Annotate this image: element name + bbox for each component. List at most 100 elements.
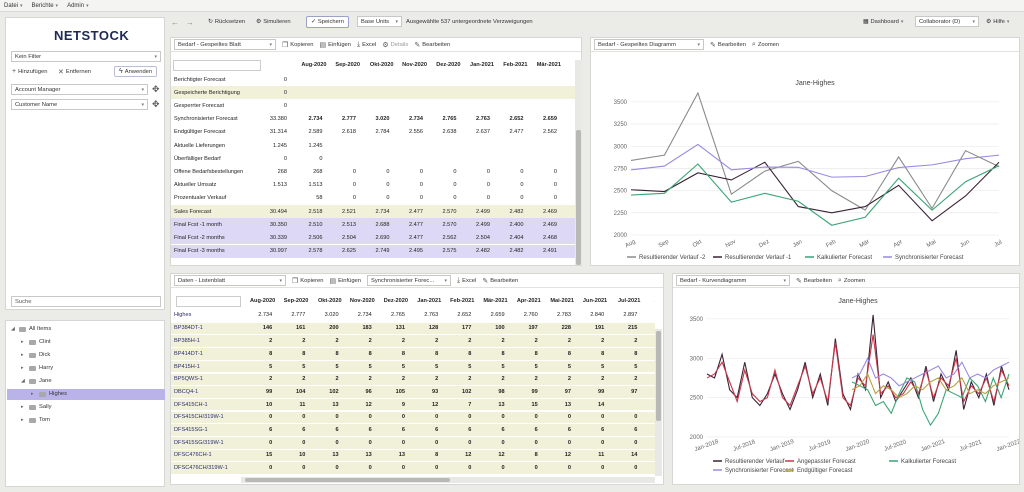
table-cell[interactable]: 102 <box>462 388 472 395</box>
table-cell[interactable]: 2.765 <box>442 116 457 123</box>
table-cell[interactable]: 2 <box>335 338 339 345</box>
forward-icon[interactable]: → <box>186 17 194 27</box>
table-cell[interactable]: 10 <box>265 401 273 408</box>
table-cell[interactable]: 0 <box>302 414 306 421</box>
table-cell[interactable]: 200 <box>329 325 339 332</box>
table-cell[interactable]: 2 <box>468 376 472 383</box>
table-cell[interactable]: 2.562 <box>442 234 457 241</box>
table-cell[interactable]: 0 <box>453 168 457 175</box>
table-cell[interactable]: 2.784 <box>375 129 390 136</box>
table-cell[interactable]: 2 <box>368 338 372 345</box>
table-cell[interactable]: 8 <box>468 350 472 357</box>
table-cell[interactable]: 0 <box>501 465 505 472</box>
grid-header-corner[interactable] <box>173 60 261 71</box>
table-cell[interactable]: 0 <box>386 168 390 175</box>
table-cell[interactable]: 146 <box>262 325 273 332</box>
table-cell[interactable]: 2.763 <box>476 116 490 123</box>
table-cell[interactable]: 13 <box>365 452 372 459</box>
collapse-icon[interactable]: ◢ <box>21 378 25 384</box>
table-cell[interactable]: 2.570 <box>442 221 457 228</box>
table-cell[interactable]: 2.897 <box>623 312 638 319</box>
table-cell[interactable]: 0 <box>553 195 557 202</box>
legend-label[interactable]: Resultierender Verlauf -1 <box>725 255 792 261</box>
table-cell[interactable]: 0 <box>453 195 457 202</box>
table-cell[interactable]: 0 <box>520 168 524 175</box>
simulate-button[interactable]: ⚙ Simulieren <box>256 19 291 25</box>
table-cell[interactable]: 93 <box>431 388 439 395</box>
table-cell[interactable]: 8 <box>269 350 273 357</box>
column-header[interactable]: Okt-2020 <box>369 62 394 68</box>
legend-label[interactable]: Synchronisierter Forecast <box>895 255 964 261</box>
tree-item-clint[interactable]: ▸ Clint <box>21 339 51 345</box>
table-cell[interactable]: 104 <box>296 388 306 395</box>
table-cell[interactable]: 12 <box>564 452 571 459</box>
expand-icon[interactable]: ▸ <box>21 417 24 423</box>
vertical-scrollbar[interactable] <box>655 329 662 476</box>
table-cell[interactable]: 12 <box>431 401 439 408</box>
table-cell[interactable]: 0 <box>601 465 605 472</box>
table-cell[interactable]: 97 <box>631 388 638 395</box>
table-cell[interactable]: 8 <box>634 350 638 357</box>
table-cell[interactable]: 6 <box>567 427 571 434</box>
table-cell[interactable]: 8 <box>335 350 339 357</box>
table-cell[interactable]: 2.570 <box>442 208 457 215</box>
legend-label[interactable]: Endgültiger Forecast <box>797 468 853 474</box>
table-cell[interactable]: 0 <box>368 414 372 421</box>
copy-button[interactable]: ❐ Kopieren <box>282 41 314 49</box>
column-header[interactable]: Okt-2020 <box>317 298 342 304</box>
table-cell[interactable]: 0 <box>419 182 423 189</box>
table-cell[interactable]: 2 <box>501 338 505 345</box>
table-cell[interactable]: 5 <box>534 363 538 370</box>
table-cell[interactable]: 2 <box>269 376 273 383</box>
table-cell[interactable]: 8 <box>302 350 306 357</box>
table-cell[interactable]: 2.659 <box>490 312 505 319</box>
table-cell[interactable]: 8 <box>401 350 405 357</box>
scrollbar-thumb[interactable] <box>245 478 450 482</box>
column-header[interactable]: Aug-20 <box>641 298 656 304</box>
column-header[interactable]: Jan-2021 <box>470 62 494 68</box>
table-cell[interactable]: 2.777 <box>342 116 356 123</box>
table-cell[interactable]: 6 <box>501 427 505 434</box>
table-cell[interactable]: 100 <box>495 325 505 332</box>
table-cell[interactable]: 2.578 <box>308 248 323 255</box>
table-cell[interactable]: 2.518 <box>308 208 323 215</box>
table-cell[interactable]: 1.245 <box>308 142 323 149</box>
table-cell[interactable]: 0 <box>401 465 405 472</box>
table-cell[interactable]: 8 <box>534 452 538 459</box>
table-cell[interactable]: 8 <box>435 350 439 357</box>
table-cell[interactable]: 2.482 <box>509 248 524 255</box>
table-cell[interactable]: 99 <box>265 388 273 395</box>
table-cell[interactable]: 2.499 <box>476 208 490 215</box>
table-cell[interactable]: 2 <box>302 376 306 383</box>
table-cell[interactable]: 0 <box>269 465 273 472</box>
column-header[interactable]: Apr-2021 <box>516 298 541 304</box>
table-cell[interactable]: 0 <box>435 439 439 446</box>
table-cell[interactable]: 6 <box>601 427 605 434</box>
table-cell[interactable]: 5 <box>335 363 339 370</box>
table-cell[interactable]: 0 <box>368 439 372 446</box>
filter-customer-name[interactable]: Customer Name ▾ <box>11 99 148 110</box>
table-cell[interactable]: 9 <box>401 401 405 408</box>
table-cell[interactable]: 2.734 <box>258 312 273 319</box>
table-cell[interactable]: 2 <box>368 376 372 383</box>
table-cell[interactable]: 99 <box>531 388 538 395</box>
table-cell[interactable]: 0 <box>553 182 557 189</box>
table-cell[interactable]: 2.504 <box>476 234 490 241</box>
table-cell[interactable]: 0 <box>486 195 490 202</box>
paste-button[interactable]: ▤ Einfügen <box>329 277 362 285</box>
table-cell[interactable]: 2 <box>567 376 571 383</box>
table-cell[interactable]: 5 <box>468 363 472 370</box>
table-cell[interactable]: 105 <box>395 388 405 395</box>
table-cell[interactable]: 2.499 <box>476 221 490 228</box>
table-cell[interactable]: 2.504 <box>342 234 356 241</box>
table-cell[interactable]: 15 <box>265 452 273 459</box>
table-cell[interactable]: 2 <box>601 338 605 345</box>
table-cell[interactable]: 0 <box>352 168 356 175</box>
column-header[interactable]: Nov-2020 <box>349 298 375 304</box>
tree-root[interactable]: ◢ All Items <box>11 326 52 332</box>
table-cell[interactable]: 2.625 <box>342 248 356 255</box>
save-button[interactable]: ✓ Speichern <box>306 16 349 28</box>
table-cell[interactable]: 0 <box>567 414 571 421</box>
column-header[interactable]: Dez-2020 <box>383 298 408 304</box>
table-cell[interactable]: 0 <box>419 195 423 202</box>
